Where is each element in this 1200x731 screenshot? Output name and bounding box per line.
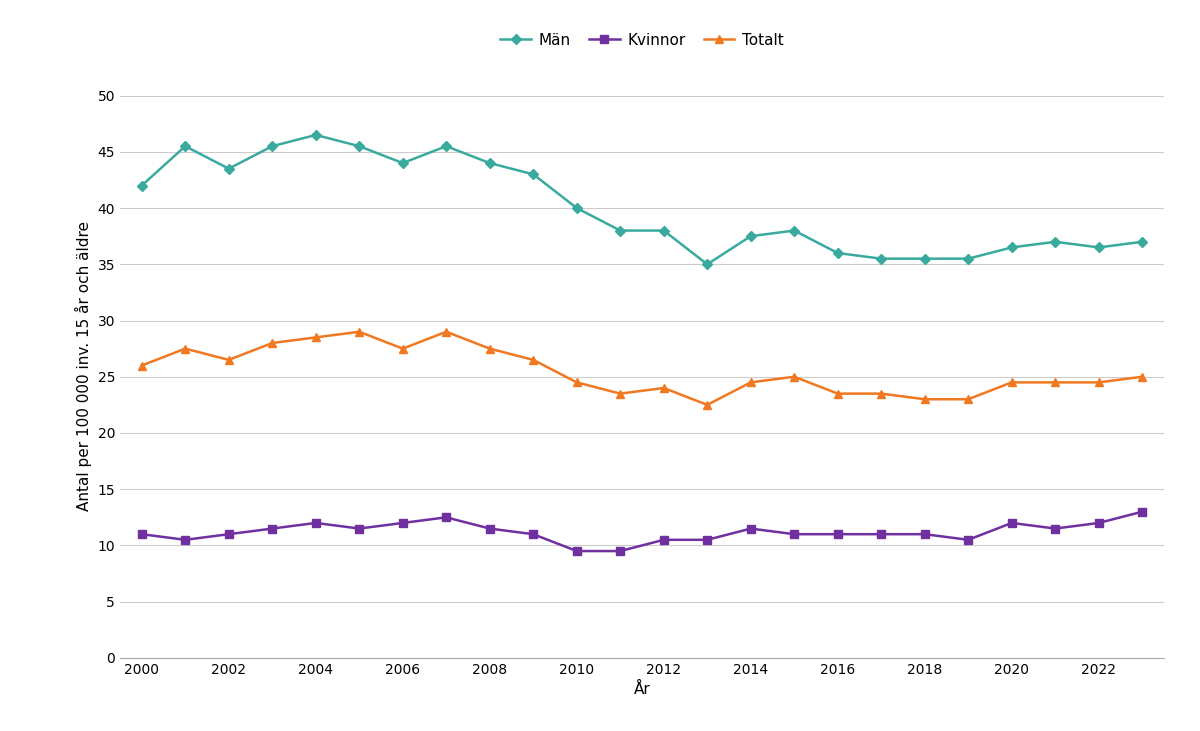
Män: [439, 142, 454, 151]
Totalt: [1048, 378, 1062, 387]
Totalt: [874, 389, 888, 398]
Totalt: [1004, 378, 1019, 387]
Kvinnor: [570, 547, 584, 556]
Män: [700, 260, 714, 269]
Kvinnor: [222, 530, 236, 539]
Totalt: [222, 355, 236, 364]
Totalt: [1092, 378, 1106, 387]
Kvinnor: [308, 518, 323, 527]
Män: [1135, 238, 1150, 246]
Män: [222, 164, 236, 173]
Män: [830, 249, 845, 257]
Totalt: [787, 372, 802, 381]
Legend: Män, Kvinnor, Totalt: Män, Kvinnor, Totalt: [494, 26, 790, 54]
Y-axis label: Antal per 100 000 inv. 15 år och äldre: Antal per 100 000 inv. 15 år och äldre: [74, 221, 92, 510]
Män: [396, 159, 410, 167]
Kvinnor: [874, 530, 888, 539]
Kvinnor: [613, 547, 628, 556]
Män: [1048, 238, 1062, 246]
Män: [570, 204, 584, 213]
Kvinnor: [1004, 518, 1019, 527]
Totalt: [308, 333, 323, 342]
Kvinnor: [526, 530, 540, 539]
Totalt: [178, 344, 192, 353]
Totalt: [482, 344, 497, 353]
Män: [352, 142, 366, 151]
X-axis label: År: År: [634, 682, 650, 697]
Män: [265, 142, 280, 151]
Totalt: [830, 389, 845, 398]
Kvinnor: [134, 530, 149, 539]
Män: [744, 232, 758, 240]
Kvinnor: [178, 535, 192, 544]
Totalt: [396, 344, 410, 353]
Män: [961, 254, 976, 263]
Totalt: [134, 361, 149, 370]
Kvinnor: [918, 530, 932, 539]
Kvinnor: [482, 524, 497, 533]
Totalt: [265, 338, 280, 347]
Män: [482, 159, 497, 167]
Män: [1004, 243, 1019, 251]
Män: [526, 170, 540, 178]
Män: [178, 142, 192, 151]
Kvinnor: [1048, 524, 1062, 533]
Totalt: [700, 401, 714, 409]
Totalt: [352, 327, 366, 336]
Line: Totalt: Totalt: [138, 327, 1146, 409]
Kvinnor: [656, 535, 671, 544]
Kvinnor: [1135, 507, 1150, 516]
Totalt: [439, 327, 454, 336]
Män: [787, 226, 802, 235]
Line: Kvinnor: Kvinnor: [138, 507, 1146, 556]
Kvinnor: [830, 530, 845, 539]
Totalt: [613, 389, 628, 398]
Män: [874, 254, 888, 263]
Män: [308, 131, 323, 140]
Män: [656, 226, 671, 235]
Kvinnor: [787, 530, 802, 539]
Totalt: [961, 395, 976, 404]
Totalt: [1135, 372, 1150, 381]
Totalt: [656, 384, 671, 393]
Män: [613, 226, 628, 235]
Kvinnor: [744, 524, 758, 533]
Kvinnor: [265, 524, 280, 533]
Line: Män: Män: [138, 132, 1146, 268]
Totalt: [570, 378, 584, 387]
Män: [1092, 243, 1106, 251]
Totalt: [918, 395, 932, 404]
Kvinnor: [396, 518, 410, 527]
Män: [134, 181, 149, 190]
Kvinnor: [961, 535, 976, 544]
Totalt: [744, 378, 758, 387]
Totalt: [526, 355, 540, 364]
Kvinnor: [700, 535, 714, 544]
Kvinnor: [1092, 518, 1106, 527]
Kvinnor: [439, 513, 454, 522]
Män: [918, 254, 932, 263]
Kvinnor: [352, 524, 366, 533]
